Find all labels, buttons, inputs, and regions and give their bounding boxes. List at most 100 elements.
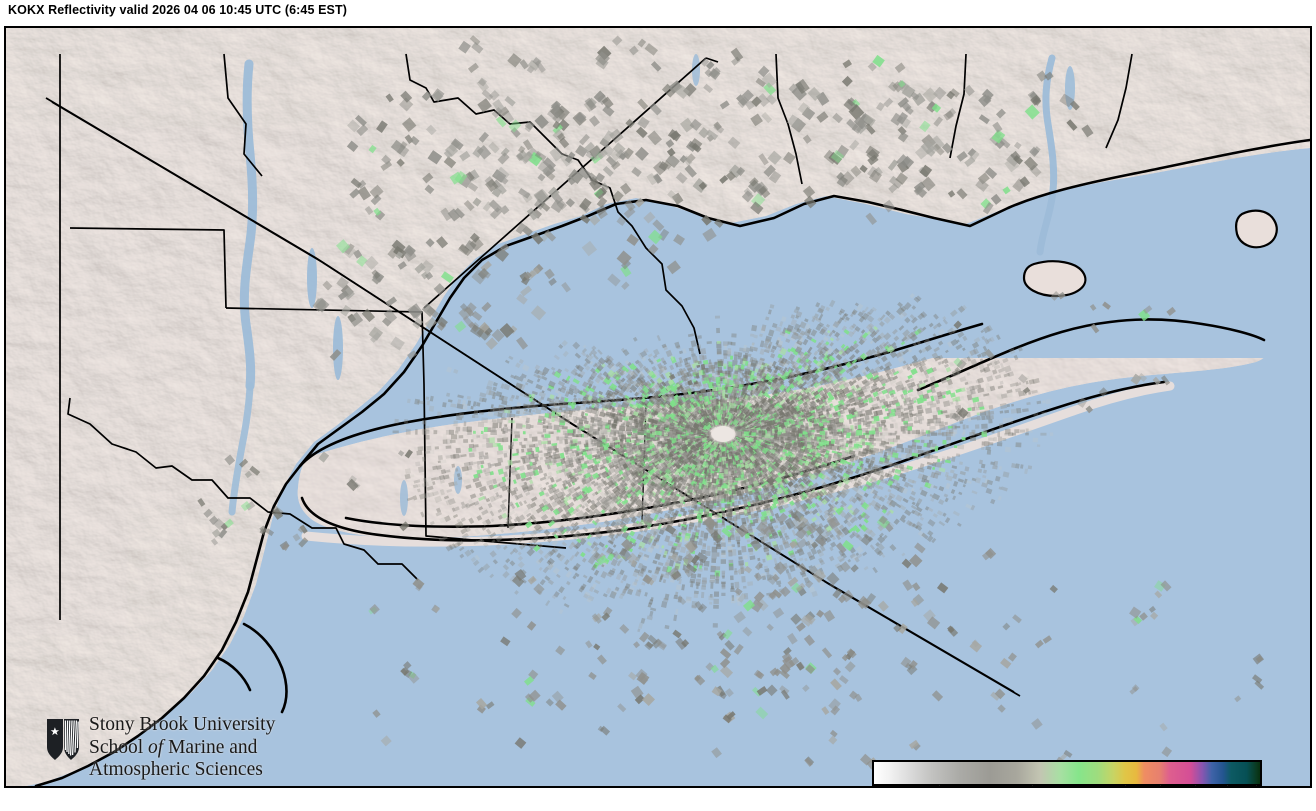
radar-echo-cell [559,439,563,444]
radar-echo-cell [921,450,929,455]
radar-echo-cell [1015,442,1022,448]
radar-echo-cell [562,596,567,601]
radar-echo-cell [901,552,906,557]
radar-echo-cell [957,478,965,483]
radar-echo-cell [919,516,925,521]
radar-echo-cell [871,438,876,441]
radar-echo-cell [691,605,697,609]
radar-echo-cell [564,519,569,525]
radar-echo-cell [900,453,907,459]
radar-echo-cell [945,482,951,490]
radar-echo-cell [1020,464,1024,469]
radar-echo-cell [859,485,863,489]
radar-echo-cell [733,570,738,575]
radar-echo-cell [453,420,458,427]
radar-echo-cell [928,439,933,444]
radar-echo-cell [406,496,414,502]
radar-echo-cell [941,458,945,465]
radar-echo-cell [873,469,881,476]
radar-echo-cell [497,457,504,464]
radar-echo-cell [881,461,887,466]
radar-echo-cell [920,439,925,444]
radar-echo-cell [509,549,516,555]
radar-echo-cell [685,598,692,604]
radar-echo-cell [892,479,899,485]
radar-echo-cell [894,468,902,475]
radar-echo-cell [851,439,857,443]
radar-echo-cell [728,563,734,571]
radar-echo-cell [489,510,495,517]
radar-echo-cell [564,559,570,566]
radar-echo-cell [937,432,944,436]
radar-echo-cell [458,435,464,439]
radar-echo-cell [961,436,966,441]
radar-echo-cell [712,623,718,628]
radar-echo-cell [845,470,851,476]
radar-echo-cell [774,524,779,529]
radar-echo-cell [474,528,481,535]
radar-echo-cell [884,457,890,464]
radar-echo-cell [838,439,845,445]
radar-echo-cell [867,485,873,490]
radar-echo-cell [810,468,816,473]
radar-echo-cell [519,465,526,471]
radar-echo-cell [998,486,1002,490]
radar-echo-cell [908,495,916,502]
radar-echo-cell [507,459,513,466]
radar-echo-cell [426,400,431,406]
radar-echo-cell [817,507,823,514]
radar-echo-cell [512,438,518,442]
radar-echo-cell [675,608,679,615]
map-canvas[interactable]: Stony Brook University School of Marine … [6,28,1310,786]
radar-echo-cell [873,434,881,440]
radar-echo-cell [785,568,790,574]
radar-echo-cell [564,566,570,571]
radar-echo-cell [721,523,725,527]
radar-echo-cell [790,447,795,453]
radar-echo-cell [902,466,910,473]
radar-echo-cell [936,510,944,516]
radar-echo-cell [531,496,538,502]
radar-echo-cell [584,412,589,417]
radar-echo-cell [807,448,815,454]
radar-echo-cell [494,462,502,467]
radar-echo-cell [412,495,418,501]
radar-echo-cell [1004,432,1010,436]
radar-echo-cell [696,513,702,520]
radar-echo-cell [516,460,521,464]
radar-echo-cell [541,434,544,438]
radar-echo-cell [819,453,825,458]
radar-echo-cell [481,443,488,448]
radar-echo-cell [404,473,411,480]
radar-echo-cell [952,495,957,501]
radar-echo-cell [406,398,411,404]
radar-echo-cell [934,461,943,469]
radar-echo-cell [703,537,708,541]
radar-echo-cell [946,456,951,461]
radar-echo-cell [457,476,463,481]
radar-echo-cell [899,504,907,511]
radar-echo-cell [865,460,870,464]
radar-echo-cell [621,574,628,582]
radar-echo-cell [637,628,641,633]
radar-echo-cell [841,437,847,440]
radar-echo-cell [952,510,960,517]
radar-map-frame[interactable]: Stony Brook University School of Marine … [4,26,1312,788]
radar-echo-cell [734,581,740,589]
radar-echo-cell [476,402,481,407]
radar-echo-cell [838,476,844,482]
radar-echo-cell [1024,468,1029,475]
radar-echo-cell [525,423,531,430]
radar-echo-cell [677,513,682,518]
radar-echo-cell [875,431,879,437]
radar-echo-cell [916,445,922,450]
radar-echo-cell [917,431,923,437]
radar-echo-cell [942,439,947,445]
radar-echo-cell [857,445,862,452]
radar-echo-cell [853,481,860,489]
radar-echo-cell [879,474,885,482]
radar-echo-cell [963,478,968,485]
radar-echo-cell [629,530,636,537]
radar-echo-cell [750,513,757,519]
radar-echo-cell [763,565,768,569]
